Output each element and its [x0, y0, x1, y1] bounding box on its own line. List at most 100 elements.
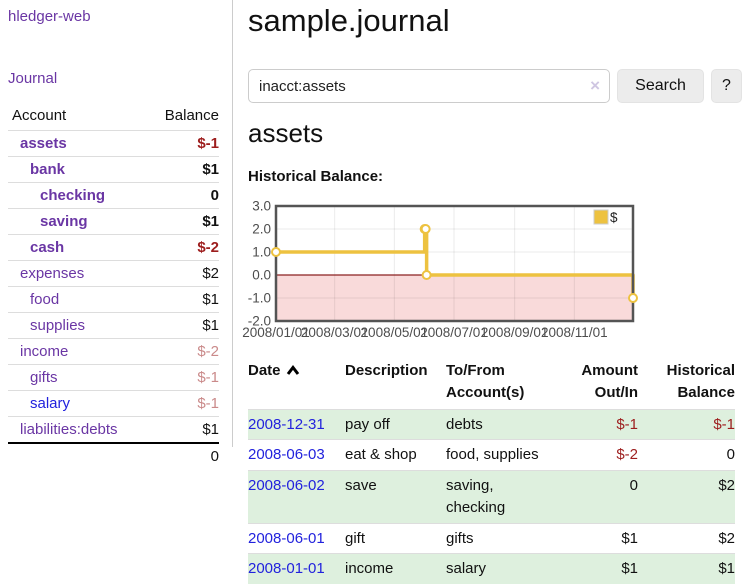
account-link[interactable]: income: [20, 343, 69, 360]
account-link[interactable]: food: [30, 291, 60, 308]
account-row: cash $-2: [8, 234, 219, 261]
svg-text:3.0: 3.0: [252, 199, 271, 214]
transaction-row: 2008-06-02 save saving, checking 0 $2: [248, 470, 735, 524]
svg-text:2008/09/01: 2008/09/01: [481, 325, 549, 340]
account-link[interactable]: gifts: [30, 369, 58, 386]
account-row: gifts $-1: [8, 364, 219, 391]
transaction-accounts: salary: [446, 560, 487, 578]
transaction-balance: $-1: [713, 415, 735, 433]
app-brand-link[interactable]: hledger-web: [8, 8, 91, 25]
account-link[interactable]: checking: [40, 187, 106, 204]
transaction-row: 2008-06-03 eat & shop food, supplies $-2 0: [248, 439, 735, 471]
transaction-date-link[interactable]: 2008-01-01: [248, 560, 325, 578]
register-table: Date Description To/From Account(s) Amou…: [248, 357, 735, 584]
transaction-description: gift: [345, 529, 366, 547]
svg-text:2008/11/01: 2008/11/01: [541, 325, 608, 340]
account-balance: $1: [202, 317, 219, 334]
register-header-row: Date Description To/From Account(s) Amou…: [248, 357, 735, 409]
historical-balance-chart: 3.0 2.0 1.0 0.0 -1.0 -2.0 2008/01/01 2008/03/01…: [240, 199, 670, 347]
svg-text:-1.0: -1.0: [248, 291, 271, 306]
clear-search-icon[interactable]: ×: [590, 76, 600, 95]
account-row: supplies $1: [8, 312, 219, 339]
account-link[interactable]: expenses: [20, 265, 85, 282]
register-header-amount: Amount Out/In: [581, 362, 638, 401]
account-link[interactable]: supplies: [30, 317, 86, 334]
account-balance: $-1: [197, 369, 219, 386]
accounts-header-row: Account Balance: [8, 103, 219, 131]
transaction-description: pay off: [345, 415, 390, 433]
svg-text:$: $: [610, 210, 618, 225]
svg-text:2008/03/01: 2008/03/01: [301, 325, 369, 340]
account-balance: $1: [202, 213, 219, 230]
sidebar-item-journal[interactable]: Journal: [8, 70, 58, 87]
register-header-description: Description: [345, 362, 428, 379]
register-header-accounts: To/From Account(s): [446, 362, 525, 401]
transaction-description: income: [345, 560, 394, 578]
svg-text:2008/01/01: 2008/01/01: [242, 325, 310, 340]
svg-text:2008/07/01: 2008/07/01: [420, 325, 488, 340]
transaction-description: eat & shop: [345, 446, 417, 464]
account-balance: 0: [210, 187, 219, 204]
svg-text:-2.0: -2.0: [248, 314, 271, 329]
transaction-row: 2008-06-01 gift gifts $1 $2: [248, 523, 735, 554]
account-link[interactable]: salary: [30, 395, 71, 412]
search-box: ×: [248, 69, 610, 103]
account-balance: $-1: [197, 395, 219, 412]
transaction-accounts: saving, checking: [446, 477, 506, 516]
account-link[interactable]: bank: [30, 161, 66, 178]
transaction-amount: $-2: [616, 446, 638, 464]
transaction-amount: $-1: [616, 415, 638, 433]
transaction-row: 2008-12-31 pay off debts $-1 $-1: [248, 409, 735, 440]
transaction-date-link[interactable]: 2008-12-31: [248, 415, 325, 433]
chart-svg: 3.0 2.0 1.0 0.0 -1.0 -2.02008/01/012008/03/01…: [242, 199, 638, 340]
account-link[interactable]: cash: [30, 239, 65, 256]
transaction-row: 2008-01-01 income salary $1 $1: [248, 553, 735, 584]
transaction-accounts: gifts: [446, 529, 474, 547]
transaction-accounts: food, supplies: [446, 446, 539, 464]
transaction-date[interactable]: 2008-06-02: [248, 471, 345, 524]
search-form: × Search ?: [248, 69, 742, 103]
search-button[interactable]: Search: [617, 69, 704, 103]
register-header-date[interactable]: Date: [248, 357, 345, 409]
accounts-header-account: Account: [12, 107, 67, 124]
transaction-balance: $2: [718, 529, 735, 547]
transaction-date-link[interactable]: 2008-06-01: [248, 529, 325, 547]
accounts-header-balance: Balance: [164, 107, 219, 124]
help-button[interactable]: ?: [711, 69, 742, 103]
account-balance: $-2: [197, 343, 219, 360]
svg-text:1.0: 1.0: [252, 245, 271, 260]
account-row: liabilities:debts $1: [8, 416, 219, 444]
account-heading: assets: [248, 118, 324, 148]
transaction-description: save: [345, 477, 377, 494]
account-link[interactable]: liabilities:debts: [20, 421, 118, 438]
transaction-date[interactable]: 2008-06-03: [248, 440, 345, 471]
accounts-table: Account Balance assets $-1 bank $1 checking 0…: [8, 103, 219, 469]
svg-text:0.0: 0.0: [252, 268, 271, 283]
sort-ascending-icon: [286, 361, 300, 383]
transaction-date[interactable]: 2008-01-01: [248, 554, 345, 584]
transaction-date[interactable]: 2008-06-01: [248, 523, 345, 554]
transaction-date-link[interactable]: 2008-06-03: [248, 446, 325, 464]
transaction-amount: 0: [629, 477, 638, 494]
account-row: salary $-1: [8, 390, 219, 417]
transaction-date[interactable]: 2008-12-31: [248, 409, 345, 440]
svg-text:2008/05/01: 2008/05/01: [361, 325, 429, 340]
account-row: saving $1: [8, 208, 219, 235]
account-row: checking 0: [8, 182, 219, 209]
transaction-amount: $1: [621, 529, 638, 547]
account-link[interactable]: assets: [20, 135, 67, 152]
main-content: sample.journal × Search ? assets Histori…: [242, 0, 742, 584]
account-link[interactable]: saving: [40, 213, 88, 230]
register-header-balance: Historical Balance: [666, 362, 735, 401]
account-row: expenses $2: [8, 260, 219, 287]
account-row: assets $-1: [8, 130, 219, 157]
account-balance: $-1: [197, 135, 219, 152]
account-row: income $-2: [8, 338, 219, 365]
transaction-date-link[interactable]: 2008-06-02: [248, 477, 325, 494]
account-balance: $1: [202, 421, 219, 438]
sidebar: hledger-web Journal Account Balance asse…: [0, 0, 233, 465]
accounts-total-balance: 0: [210, 448, 219, 465]
account-balance: $1: [202, 291, 219, 308]
search-input[interactable]: [248, 69, 610, 103]
transaction-accounts: debts: [446, 415, 483, 433]
